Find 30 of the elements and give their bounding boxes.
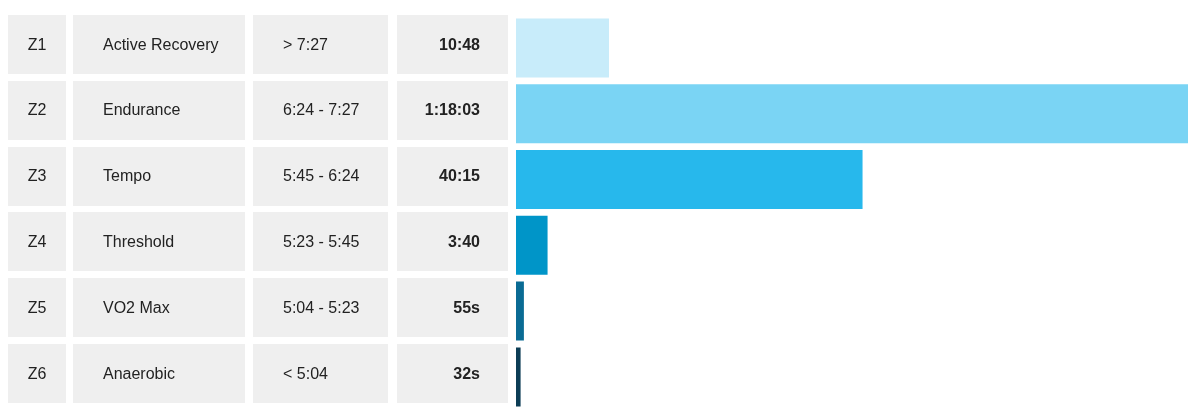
text: > 7:27 xyxy=(253,15,388,74)
data-label: 55s xyxy=(397,278,508,338)
text: Active Recovery xyxy=(73,15,245,74)
y-tick-label: Z5 xyxy=(8,278,66,338)
text: VO2 Max xyxy=(73,278,245,338)
bar xyxy=(516,84,1188,144)
text: Tempo xyxy=(73,146,245,206)
text: Anaerobic xyxy=(73,344,245,403)
bar xyxy=(516,281,524,341)
data-label: 10:48 xyxy=(397,15,508,74)
y-tick-label: Z1 xyxy=(8,15,66,74)
y-tick-label: Z3 xyxy=(8,146,66,206)
text: Endurance xyxy=(73,80,245,140)
y-tick-label: Z4 xyxy=(8,212,66,272)
y-tick-label: Z2 xyxy=(8,80,66,140)
text: Threshold xyxy=(73,212,245,272)
bar xyxy=(516,215,548,275)
data-label: 32s xyxy=(397,344,508,403)
text: < 5:04 xyxy=(253,344,388,403)
data-label: 40:15 xyxy=(397,146,508,206)
text: 5:23 - 5:45 xyxy=(253,212,388,272)
text: 5:45 - 6:24 xyxy=(253,146,388,206)
data-label: 1:18:03 xyxy=(397,80,508,140)
data-label: 3:40 xyxy=(397,212,508,272)
bar xyxy=(516,150,863,209)
text: 5:04 - 5:23 xyxy=(253,278,388,338)
bar xyxy=(516,18,609,78)
y-tick-label: Z6 xyxy=(8,344,66,403)
text: 6:24 - 7:27 xyxy=(253,80,388,140)
bar xyxy=(516,347,521,407)
